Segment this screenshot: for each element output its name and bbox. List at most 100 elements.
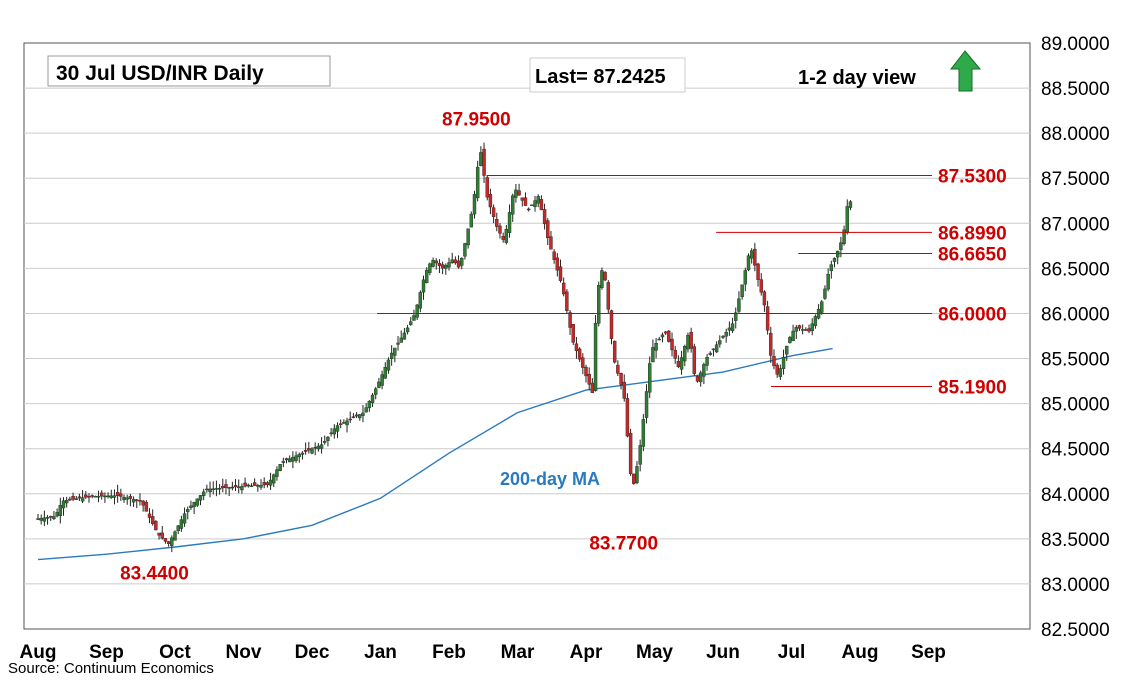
x-tick-label: May xyxy=(636,642,673,663)
candle-body xyxy=(826,274,830,290)
candle-body xyxy=(584,366,588,377)
candle-body xyxy=(323,441,327,443)
candle-body xyxy=(294,455,298,461)
candle-body xyxy=(571,324,575,343)
x-tick-label: Nov xyxy=(226,642,262,663)
candle-body xyxy=(217,487,222,490)
candle-body xyxy=(135,499,139,501)
candle-body xyxy=(533,200,537,207)
x-tick-label: Sep xyxy=(89,642,124,663)
candle-body xyxy=(705,357,709,366)
candle-body xyxy=(785,345,789,355)
y-axis-ticks: 82.5000 83.0000 83.5000 84.0000 84.5000 85.00… xyxy=(1041,34,1110,641)
candle-body xyxy=(163,538,168,542)
candle-body xyxy=(297,454,301,458)
candle-body xyxy=(313,446,317,449)
candle-body xyxy=(848,201,853,208)
candle-body xyxy=(115,492,120,496)
candle-body xyxy=(491,207,496,218)
last-box xyxy=(529,57,686,93)
candle-body xyxy=(737,298,741,312)
candle-body xyxy=(249,485,254,488)
moving-average-200 xyxy=(37,347,833,561)
candle-body xyxy=(479,152,483,166)
candle-body xyxy=(166,541,171,545)
candle-body xyxy=(281,461,286,463)
last-price-label: Last= 87.2425 xyxy=(535,66,666,88)
candle-body xyxy=(221,485,225,489)
candle-body xyxy=(122,496,126,501)
candle-body xyxy=(804,329,808,331)
candle-body xyxy=(119,493,123,497)
y-tick-label: 83.5000 xyxy=(1041,530,1110,551)
candle-body xyxy=(272,474,276,484)
ma-label: 200-day MA xyxy=(500,469,600,489)
candle-body xyxy=(686,334,690,350)
candle-body xyxy=(49,515,53,518)
level-label: 86.8990 xyxy=(938,223,1007,244)
candle-body xyxy=(622,381,626,399)
candle-body xyxy=(338,423,343,425)
candle-body xyxy=(561,282,566,295)
candles xyxy=(36,142,853,553)
candle-body xyxy=(45,517,50,519)
candle-body xyxy=(154,521,158,531)
candle-body xyxy=(230,486,235,489)
candle-body xyxy=(278,464,282,471)
candle-body xyxy=(307,448,311,451)
ma-line xyxy=(37,347,833,561)
level-label: 86.6650 xyxy=(938,245,1007,266)
candle-body xyxy=(734,312,738,321)
candle-body xyxy=(676,361,681,367)
candle-body xyxy=(501,236,505,240)
level-label: 86.0000 xyxy=(938,304,1007,325)
candle-body xyxy=(638,445,642,465)
candle-body xyxy=(179,519,184,529)
candle-body xyxy=(109,495,113,498)
up-arrow-icon xyxy=(949,50,982,92)
candle-body xyxy=(845,206,849,233)
candle-body xyxy=(810,323,814,332)
candle-body xyxy=(635,466,639,483)
candle-body xyxy=(546,220,550,239)
candle-body xyxy=(55,512,59,517)
candle-body xyxy=(829,264,834,271)
candle-body xyxy=(702,364,706,377)
candle-body xyxy=(377,381,381,388)
candle-body xyxy=(374,388,378,395)
candle-body xyxy=(749,250,754,259)
candle-body xyxy=(259,484,263,488)
candle-body xyxy=(456,260,461,268)
candle-body xyxy=(383,367,387,379)
candle-body xyxy=(405,327,410,333)
candle-body xyxy=(440,264,445,269)
candle-body xyxy=(39,517,43,521)
candle-body xyxy=(396,342,400,345)
candle-body xyxy=(536,196,540,204)
candle-body xyxy=(797,325,802,329)
extreme-annotation: 83.7700 xyxy=(589,534,658,555)
extreme-annotation: 83.4400 xyxy=(120,563,189,584)
candle-body xyxy=(431,260,435,267)
title-box xyxy=(47,55,331,87)
candle-body xyxy=(265,482,270,485)
candle-body xyxy=(246,484,250,487)
candle-body xyxy=(447,262,451,268)
candle-body xyxy=(192,502,196,508)
candle-body xyxy=(303,450,308,452)
y-tick-label: 84.0000 xyxy=(1041,485,1110,506)
candle-body xyxy=(437,263,442,266)
candle-body xyxy=(252,482,257,486)
candle-body xyxy=(173,531,177,541)
candle-body xyxy=(444,265,448,269)
candle-body xyxy=(619,373,623,385)
candle-body xyxy=(128,495,133,499)
candle-body xyxy=(421,279,426,293)
candle-body xyxy=(176,525,180,532)
candle-body xyxy=(36,518,40,520)
candle-body xyxy=(542,209,547,225)
candle-body xyxy=(555,257,560,271)
candle-body xyxy=(765,306,770,331)
candle-body xyxy=(262,482,266,486)
price-annotations: 87.9500 83.4400 83.7700 xyxy=(120,110,658,585)
